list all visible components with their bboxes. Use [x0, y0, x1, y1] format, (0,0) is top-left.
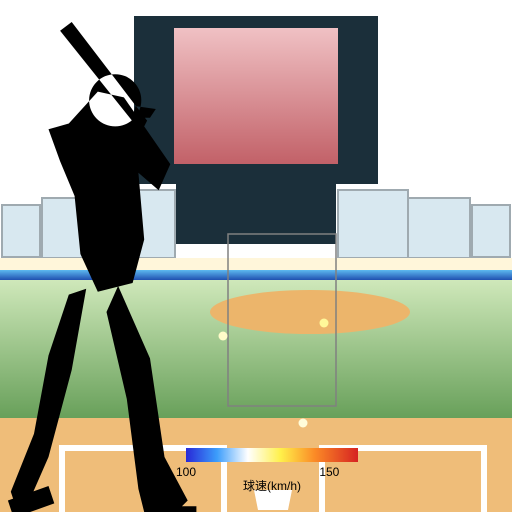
- speed-legend-bar: [186, 448, 358, 462]
- speed-legend-tick: 100: [176, 465, 196, 479]
- scoreboard-screen: [174, 28, 338, 164]
- speed-legend-label: 球速(km/h): [243, 479, 301, 493]
- warning-track: [0, 270, 512, 280]
- scoreboard-pillar: [176, 184, 336, 244]
- pitch-marker: [299, 419, 308, 428]
- pitchers-mound: [210, 290, 410, 334]
- home-plate: [254, 490, 292, 510]
- outfield-wall: [0, 258, 512, 270]
- speed-legend-tick: 150: [319, 465, 339, 479]
- stand-box: [472, 205, 510, 257]
- stand-box: [408, 198, 470, 258]
- pitch-marker: [320, 319, 329, 328]
- pitch-marker: [219, 332, 228, 341]
- stand-box: [2, 205, 40, 257]
- stand-box: [338, 190, 408, 258]
